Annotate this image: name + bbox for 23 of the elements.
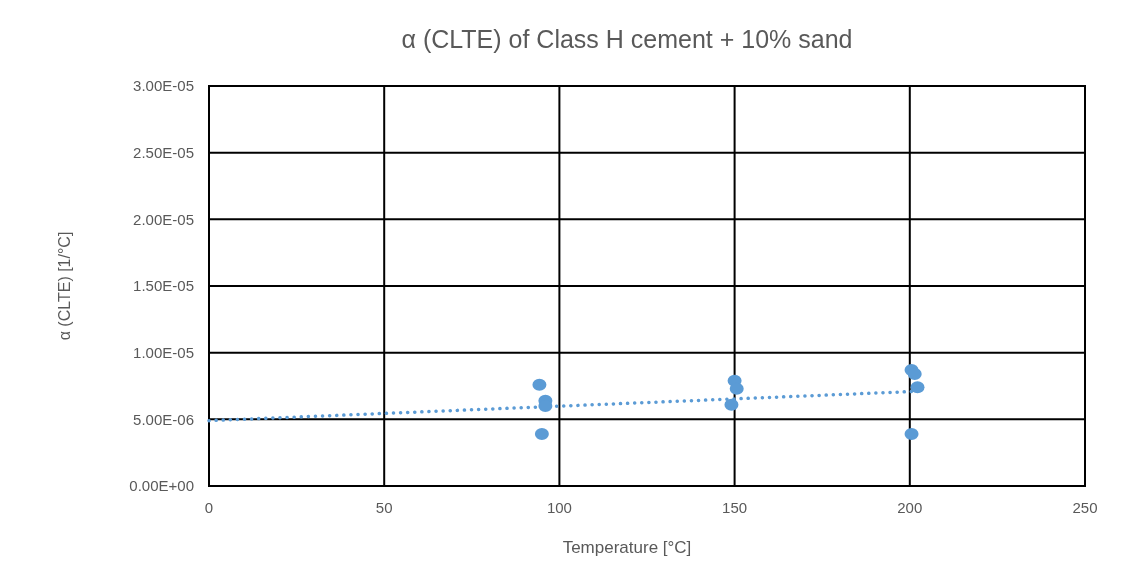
point [534,428,549,440]
point [729,382,744,395]
y-tick-label: 3.00E-05 [133,77,194,95]
x-tick-label: 250 [1072,499,1098,516]
x-tick-label: 0 [204,499,214,516]
y-tick-label: 2.00E-05 [133,210,194,228]
y-tick-label: 2.50E-05 [133,143,194,161]
point [910,381,925,394]
point [907,368,922,380]
x-tick-label: 150 [722,499,748,516]
point [532,378,547,391]
y-tick-label: 1.00E-05 [133,343,194,361]
point [904,428,919,440]
y-axis-title: α (CLTE) [1/°C] [56,231,73,341]
y-tick-label: 1.50E-05 [133,277,194,295]
point [724,398,739,411]
x-tick-label: 50 [375,499,393,516]
chart-title: α (CLTE) of Class H cement + 10% sand [401,25,853,53]
x-tick-label: 100 [546,499,572,516]
x-axis-title: Temperature [°C] [562,538,692,557]
y-tick-label: 5.00E-06 [133,410,194,428]
x-tick-label: 200 [897,499,923,516]
y-tick-label: 0.00E+00 [129,477,194,495]
